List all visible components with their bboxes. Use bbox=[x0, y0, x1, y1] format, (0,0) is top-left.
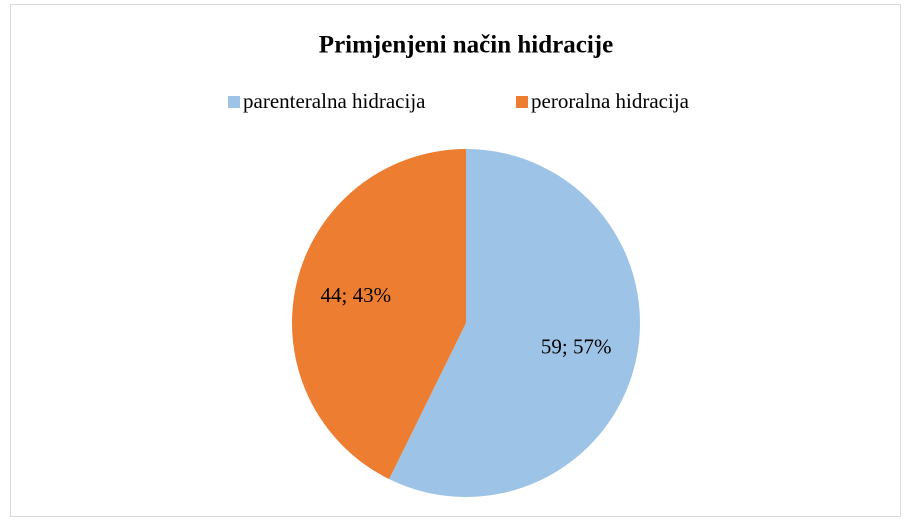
data-label: 44; 43% bbox=[321, 283, 392, 307]
legend-swatch bbox=[516, 96, 528, 108]
data-label: 59; 57% bbox=[541, 334, 612, 358]
legend-label: parenteralna hidracija bbox=[243, 89, 426, 113]
legend-swatch bbox=[228, 96, 240, 108]
pie-slice bbox=[292, 149, 466, 480]
legend-label: peroralna hidracija bbox=[531, 89, 690, 113]
pie-slice bbox=[389, 149, 640, 497]
chart-title: Primjenjeni način hidracije bbox=[319, 32, 613, 59]
